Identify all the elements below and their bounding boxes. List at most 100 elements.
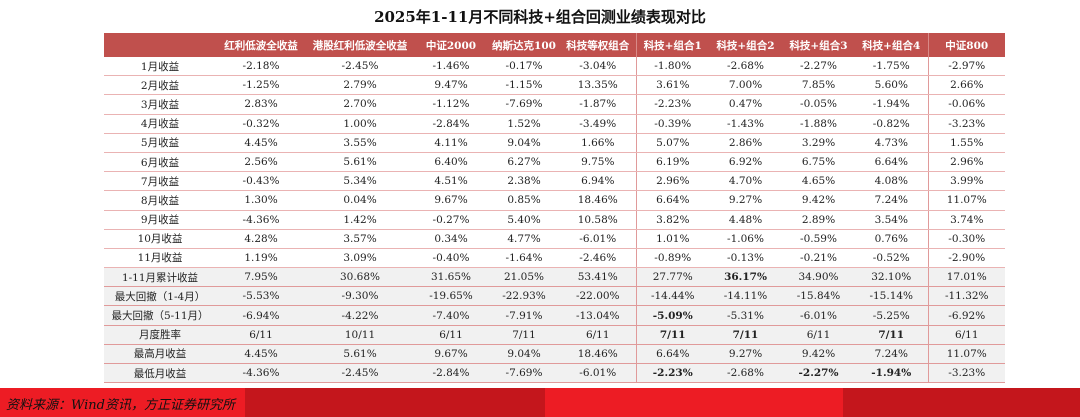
row-label: 最低月收益	[104, 363, 216, 384]
table-cell: 6.64%	[636, 344, 709, 365]
table-cell: -7.69%	[488, 94, 560, 115]
table-cell: 0.76%	[855, 229, 929, 249]
table-cell: 17.01%	[928, 267, 1005, 288]
row-label: 2月收益	[104, 75, 216, 96]
table-cell: 3.54%	[855, 210, 929, 230]
column-header: 红利低波全收益	[216, 33, 306, 57]
table-cell: -2.45%	[306, 363, 414, 384]
table-row: 2月收益 -1.25% 2.79% 9.47% -1.15% 13.35% 3.61% 7.0…	[104, 75, 1005, 96]
table-cell: 1.01%	[636, 229, 709, 249]
table-cell: 53.41%	[560, 267, 637, 288]
table-cell: 2.38%	[488, 171, 560, 192]
table-cell: -1.88%	[782, 114, 855, 134]
table-cell: -0.30%	[928, 229, 1005, 249]
table-title: 2025年1-11月不同科技+组合回测业绩表现对比	[374, 8, 706, 26]
table-cell: -3.23%	[928, 114, 1005, 134]
table-cell: -3.49%	[560, 114, 637, 134]
table-cell: 2.86%	[709, 133, 782, 153]
table-cell: 5.07%	[636, 133, 709, 153]
table-row: 9月收益 -4.36% 1.42% -0.27% 5.40% 10.58% 3.82% 4.4…	[104, 210, 1005, 230]
table-cell: -2.90%	[928, 248, 1005, 269]
table-cell: 18.46%	[560, 344, 637, 365]
row-label: 最大回撤（1-4月）	[104, 286, 216, 307]
table-cell: 7/11	[709, 325, 782, 345]
table-cell: 3.57%	[306, 229, 414, 249]
table-cell: -1.80%	[636, 57, 709, 77]
table-cell: -1.15%	[488, 75, 560, 96]
table-cell: -0.21%	[782, 248, 855, 269]
table-row: 8月收益 1.30% 0.04% 9.67% 0.85% 18.46% 6.64% 9.27%…	[104, 190, 1005, 211]
table-cell: -11.32%	[928, 286, 1005, 307]
table-cell: 6/11	[782, 325, 855, 345]
footer-segment	[0, 388, 245, 417]
row-label: 1-11月累计收益	[104, 267, 216, 288]
table-cell: 5.61%	[306, 152, 414, 173]
table-cell: 4.65%	[782, 171, 855, 192]
table-row: 最低月收益 -4.36% -2.45% -2.84% -7.69% -6.01% -2.23…	[104, 363, 1005, 384]
table-cell: -14.44%	[636, 286, 709, 307]
table-cell: 36.17%	[709, 267, 782, 288]
table-cell: 11.07%	[928, 344, 1005, 365]
table-cell: -5.53%	[216, 286, 306, 307]
table-cell: -2.84%	[414, 363, 488, 384]
row-label: 6月收益	[104, 152, 216, 173]
table-row: 11月收益 1.19% 3.09% -0.40% -1.64% -2.46% -0.89% -…	[104, 248, 1005, 269]
table-cell: -3.04%	[560, 57, 637, 77]
table-cell: -9.30%	[306, 286, 414, 307]
table-cell: 9.67%	[414, 190, 488, 211]
column-header: 科技+组合3	[782, 33, 855, 57]
table-cell: -0.17%	[488, 57, 560, 77]
table-cell: -0.52%	[855, 248, 929, 269]
table-cell: 1.55%	[928, 133, 1005, 153]
row-label: 最大回撤（5-11月）	[104, 305, 216, 326]
table-cell: 4.51%	[414, 171, 488, 192]
table-cell: 10/11	[306, 325, 414, 345]
table-cell: -0.32%	[216, 114, 306, 134]
table-cell: 2.79%	[306, 75, 414, 96]
table-cell: -6.94%	[216, 305, 306, 326]
table-cell: 3.61%	[636, 75, 709, 96]
table-cell: 6.64%	[636, 190, 709, 211]
table-cell: -2.84%	[414, 114, 488, 134]
table-cell: 2.96%	[636, 171, 709, 192]
table-cell: 9.67%	[414, 344, 488, 365]
table-cell: -1.06%	[709, 229, 782, 249]
table-cell: 7.00%	[709, 75, 782, 96]
table-cell: 6.75%	[782, 152, 855, 173]
footer-segment	[843, 388, 1080, 417]
table-cell: -2.68%	[709, 57, 782, 77]
table-cell: -13.04%	[560, 305, 637, 326]
column-header: 科技+组合2	[709, 33, 782, 57]
table-cell: -0.59%	[782, 229, 855, 249]
table-row: 10月收益 4.28% 3.57% 0.34% 4.77% -6.01% 1.01% -1.0…	[104, 229, 1005, 249]
footer-segment	[545, 388, 843, 417]
table-cell: 9.27%	[709, 344, 782, 365]
table-cell: 5.60%	[855, 75, 929, 96]
table-cell: 4.45%	[216, 344, 306, 365]
table-cell: 6.92%	[709, 152, 782, 173]
table-cell: -0.05%	[782, 94, 855, 115]
table-cell: 9.47%	[414, 75, 488, 96]
column-header: 中证2000	[414, 33, 488, 57]
table-cell: 21.05%	[488, 267, 560, 288]
table-cell: -4.22%	[306, 305, 414, 326]
table-cell: -0.13%	[709, 248, 782, 269]
table-cell: 6.19%	[636, 152, 709, 173]
table-cell: 2.83%	[216, 94, 306, 115]
table-cell: 4.77%	[488, 229, 560, 249]
table-cell: 7/11	[855, 325, 929, 345]
table-cell: -2.45%	[306, 57, 414, 77]
row-label: 4月收益	[104, 114, 216, 134]
column-header: 科技+组合1	[636, 33, 709, 57]
column-header: 科技等权组合	[560, 33, 637, 57]
table-cell: -22.00%	[560, 286, 637, 307]
table-cell: 5.40%	[488, 210, 560, 230]
table-cell: -2.23%	[636, 94, 709, 115]
table-cell: -22.93%	[488, 286, 560, 307]
table-cell: -2.46%	[560, 248, 637, 269]
footer-bar: 资料来源：Wind资讯，方正证券研究所	[0, 388, 1080, 417]
table-cell: -2.27%	[782, 363, 855, 384]
table-cell: 9.04%	[488, 133, 560, 153]
table-cell: -6.01%	[782, 305, 855, 326]
table-cell: -6.01%	[560, 363, 637, 384]
